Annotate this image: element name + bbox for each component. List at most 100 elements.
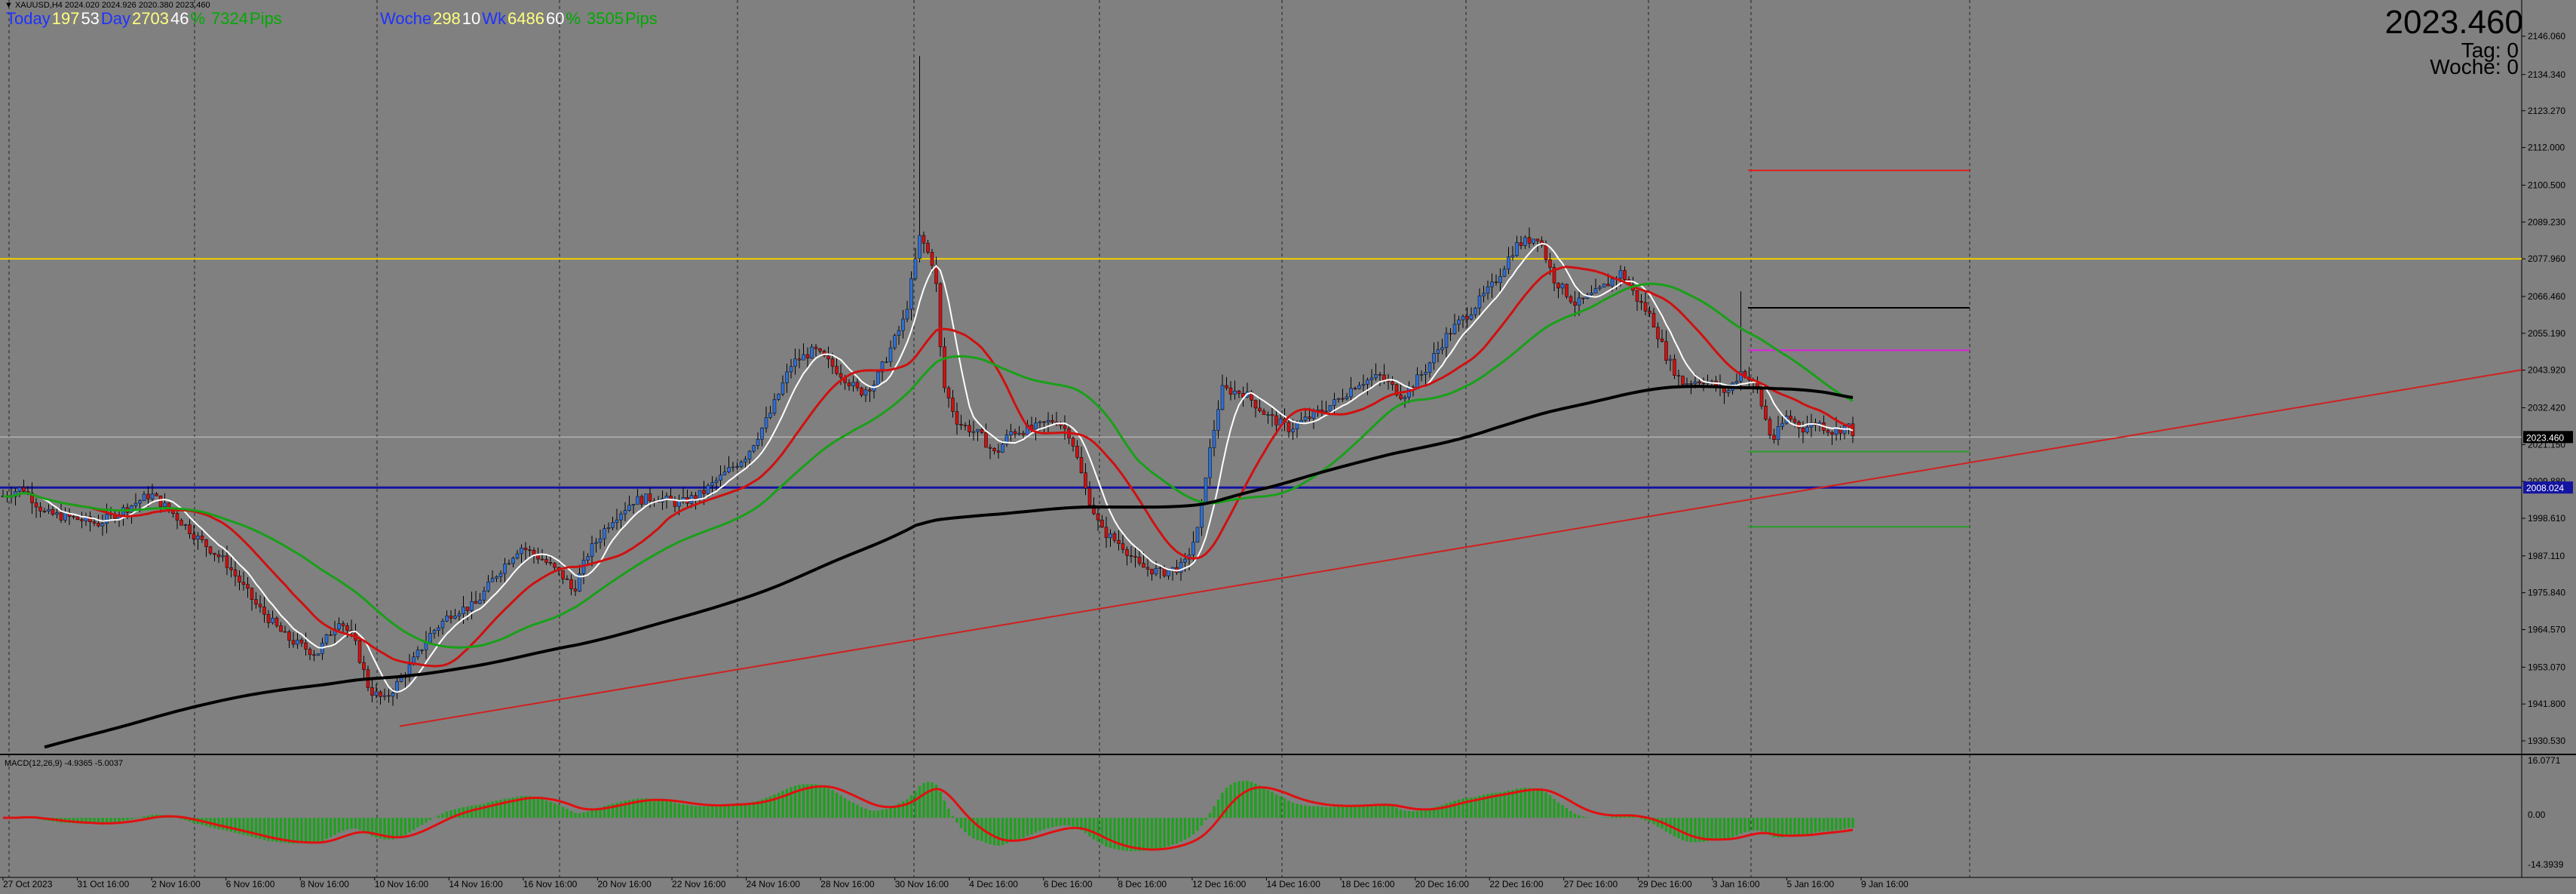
bear-candle [1623,270,1627,280]
bull-candle [490,578,495,582]
bull-candle [615,519,619,524]
bear-candle [943,346,946,389]
bull-candle [885,361,888,363]
price-tick-label: 1964.570 [2528,624,2565,634]
bear-candle [1104,527,1109,539]
bear-candle [379,691,382,697]
tag-counter: Tag: 0 [2461,38,2519,62]
bull-candle [1482,293,1486,296]
bear-candle [1635,290,1639,302]
bear-candle [370,687,374,696]
bull-candle [1266,414,1270,416]
bull-candle [133,502,138,506]
time-tick-label: 6 Nov 16:00 [226,879,275,889]
bull-candle [1523,237,1527,246]
bear-candle [1801,427,1805,433]
symbol-info: ▼ XAUUSD,H4 2024.020 2024.926 2020.380 2… [5,1,210,10]
bull-candle [1444,333,1449,349]
bear-candle [449,616,453,619]
bull-candle [486,581,490,591]
bull-candle [470,601,474,611]
bear-candle [835,366,839,374]
bear-candle [1100,519,1104,528]
bull-candle [590,543,594,558]
bull-candle [1332,399,1336,406]
bear-candle [22,487,26,492]
bull-candle [1452,324,1457,334]
bull-candle [1726,390,1731,393]
bear-candle [1121,543,1125,550]
bull-candle [1195,527,1200,542]
bear-candle [262,607,266,615]
bull-candle [478,600,482,604]
time-tick-label: 24 Nov 16:00 [747,879,801,889]
bull-candle [727,467,731,472]
bull-candle [1685,382,1689,386]
stat-fragment: 10 [462,9,481,28]
bear-candle [72,516,75,518]
bull-candle [1515,242,1519,256]
bull-candle [1291,429,1295,432]
bear-candle [229,567,233,570]
bull-candle [880,361,885,373]
bull-candle [1440,347,1444,350]
price-tick-label: 2112.000 [2528,143,2565,153]
bear-candle [805,354,810,358]
bear-candle [1797,421,1801,429]
bear-candle [1569,296,1573,303]
bull-candle [1345,396,1349,399]
bear-candle [362,662,366,670]
price-tick-label: 1930.530 [2528,736,2565,746]
bull-candle [1428,362,1432,373]
bear-candle [1548,259,1552,268]
time-tick-label: 9 Jan 16:00 [1861,879,1909,889]
bear-candle [1792,419,1797,422]
bull-candle [735,466,739,468]
bear-candle [1391,381,1394,386]
bull-candle [1374,374,1378,379]
bear-candle [155,493,158,496]
bear-candle [922,235,926,244]
bull-candle [1469,314,1474,320]
bull-candle [1204,477,1208,502]
bear-candle [266,614,271,623]
bear-candle [75,516,80,520]
bull-candle [1424,372,1428,375]
bear-candle [51,509,55,515]
bear-candle [694,495,698,499]
bull-candle [1009,431,1013,435]
time-tick-label: 8 Nov 16:00 [300,879,349,889]
bear-candle [1494,281,1498,283]
bear-candle [1764,405,1768,420]
bull-candle [196,536,200,539]
stat-fragment: 298 [433,9,461,28]
bear-candle [1394,384,1399,395]
bear-candle [241,582,246,585]
bull-candle [1349,388,1353,398]
bear-candle [1241,393,1245,398]
bull-candle [1109,533,1112,539]
stat-fragment: 46 [170,9,189,28]
bull-candle [17,487,22,492]
bull-candle [888,347,893,362]
stat-fragment: Today [6,9,51,28]
time-tick-label: 5 Jan 16:00 [1786,879,1834,889]
bull-candle [296,639,299,645]
bear-candle [1084,472,1087,489]
macd-tick-label: 16.0771 [2528,755,2561,766]
bear-candle [573,588,578,591]
bull-candle [719,475,722,481]
bear-candle [1535,238,1540,241]
bear-candle [1701,382,1706,385]
bull-candle [498,573,503,577]
bear-candle [1565,284,1569,297]
bear-candle [1021,432,1026,435]
bear-candle [702,490,706,494]
time-tick-label: 27 Dec 16:00 [1564,879,1618,889]
bull-candle [976,429,980,432]
stat-fragment: Day [100,9,131,28]
bull-candle [1834,428,1838,435]
bear-candle [839,373,843,378]
